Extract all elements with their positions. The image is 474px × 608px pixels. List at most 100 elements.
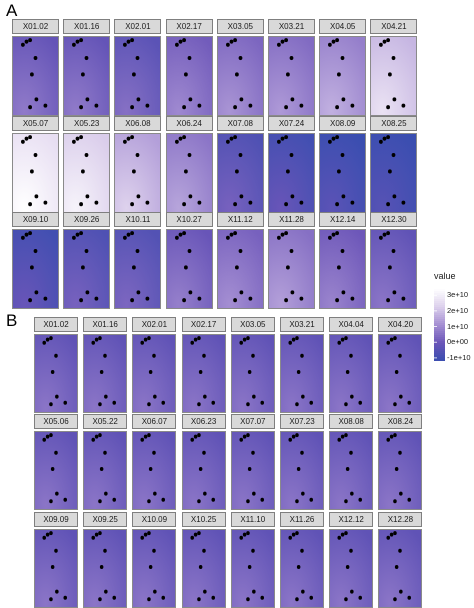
site-point-3 — [49, 433, 53, 438]
facet-heatmap-field — [34, 334, 78, 413]
site-point-4 — [103, 353, 107, 358]
legend-color-segment — [434, 323, 445, 326]
site-point-5 — [395, 564, 399, 569]
site-point-5 — [337, 265, 341, 270]
site-point-2 — [75, 39, 80, 44]
site-point-4 — [187, 56, 191, 61]
site-point-2 — [390, 337, 394, 342]
heatmap-tile — [35, 335, 77, 412]
heatmap-tile — [64, 37, 110, 115]
facet-plot — [133, 530, 176, 607]
site-point-3 — [147, 336, 152, 341]
site-point-6 — [399, 589, 403, 594]
site-point-7 — [49, 597, 53, 602]
site-point-7 — [181, 298, 186, 303]
site-point-4 — [103, 450, 107, 455]
site-point-4 — [251, 450, 255, 455]
site-point-2 — [45, 434, 50, 439]
legend-color-segment — [434, 329, 445, 332]
site-point-1 — [277, 139, 281, 144]
site-point-5 — [247, 564, 252, 569]
heatmap-tile — [320, 230, 366, 308]
site-point-1 — [386, 437, 391, 442]
site-point-3 — [130, 135, 135, 140]
facet-heatmap-field — [181, 334, 226, 413]
site-point-7 — [284, 202, 288, 207]
site-point-3 — [386, 38, 391, 43]
facet-plot — [379, 335, 422, 412]
site-point-8 — [358, 400, 363, 405]
facet-heatmap-field — [319, 229, 367, 309]
site-point-2 — [229, 136, 234, 141]
facet-plot — [13, 134, 58, 212]
site-point-4 — [136, 153, 140, 158]
heatmap-tile — [320, 37, 366, 115]
site-point-6 — [341, 290, 346, 295]
site-point-4 — [392, 56, 396, 61]
site-point-7 — [196, 597, 201, 602]
heatmap-tile — [379, 335, 422, 412]
facet-plot — [84, 335, 127, 412]
facet-a-x01-16: X01.16 — [63, 19, 111, 116]
site-point-6 — [85, 97, 90, 102]
facet-strip-label: X05.22 — [83, 414, 128, 429]
site-point-2 — [178, 39, 182, 44]
site-point-1 — [21, 235, 25, 240]
heatmap-tile — [13, 134, 58, 212]
site-point-6 — [136, 194, 141, 199]
heatmap-tile — [35, 432, 77, 509]
facet-strip-label: X02.01 — [114, 19, 162, 34]
site-point-5 — [149, 466, 153, 471]
facet-strip-label: X10.09 — [132, 512, 177, 527]
site-point-7 — [386, 202, 391, 207]
facet-plot — [269, 134, 314, 212]
site-point-3 — [284, 231, 288, 236]
legend-color-segment — [434, 327, 445, 330]
site-point-2 — [280, 39, 285, 44]
site-point-3 — [28, 135, 32, 140]
color-legend: value 3e+10 2e+10 1e+10 0e+00 -1e+10 — [431, 271, 474, 367]
facet-plot — [320, 37, 366, 115]
legend-color-segment — [434, 343, 445, 346]
facet-b-x06-07: X06.07 — [132, 414, 177, 510]
site-point-6 — [153, 394, 157, 399]
site-point-3 — [386, 135, 391, 140]
site-point-6 — [202, 394, 207, 399]
site-point-3 — [245, 336, 250, 341]
site-point-4 — [187, 249, 191, 254]
facet-plot — [64, 134, 110, 212]
site-point-6 — [104, 589, 108, 594]
facet-b-x09-25: X09.25 — [83, 512, 128, 608]
legend-color-segment — [434, 335, 445, 338]
facet-b-x10-25: X10.25 — [181, 512, 226, 608]
site-point-8 — [197, 200, 201, 205]
facet-plot — [13, 37, 58, 115]
site-point-3 — [130, 231, 135, 236]
site-point-6 — [290, 194, 295, 199]
site-point-2 — [331, 232, 336, 237]
site-point-6 — [239, 194, 244, 199]
facet-a-x05-07: X05.07 — [12, 116, 59, 213]
site-point-7 — [196, 402, 201, 407]
site-point-5 — [388, 169, 393, 174]
site-point-8 — [407, 497, 412, 502]
site-point-5 — [395, 369, 399, 374]
site-point-8 — [299, 103, 304, 108]
site-point-3 — [344, 433, 348, 438]
site-point-7 — [295, 402, 299, 407]
legend-color-segment — [434, 337, 445, 340]
facet-plot — [115, 134, 161, 212]
site-point-2 — [331, 39, 336, 44]
facet-heatmap-field — [370, 36, 418, 116]
site-point-6 — [350, 491, 354, 496]
legend-color-segment — [434, 315, 445, 318]
site-point-4 — [289, 56, 294, 61]
site-point-8 — [161, 400, 166, 405]
site-point-3 — [295, 433, 299, 438]
site-point-4 — [392, 153, 396, 158]
heatmap-tile — [64, 230, 110, 308]
site-point-5 — [198, 466, 202, 471]
facet-strip-label: X01.02 — [34, 317, 78, 332]
site-point-7 — [284, 298, 288, 303]
